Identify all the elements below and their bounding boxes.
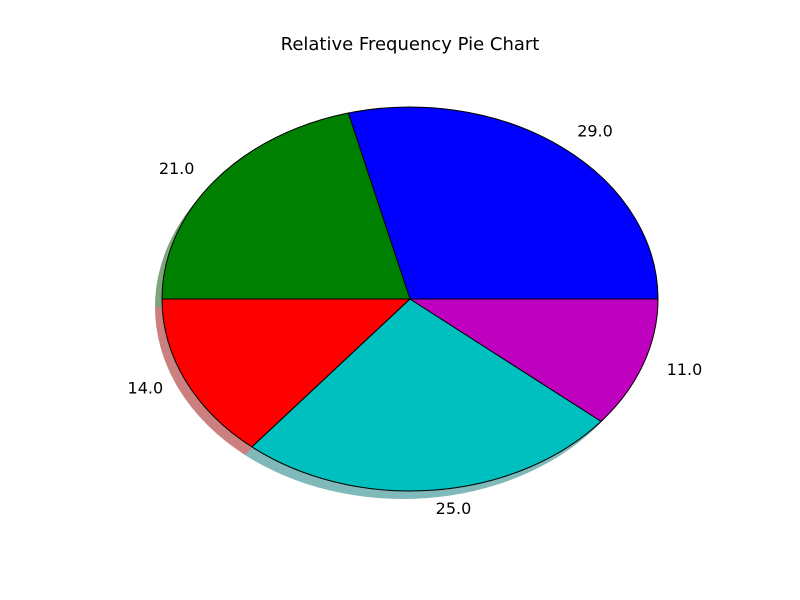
pie-slice-label: 14.0 bbox=[128, 378, 164, 397]
pie-slice bbox=[161, 298, 411, 448]
pie-labels-group: 29.0 21.0 14.0 25.0 11.0 bbox=[128, 122, 703, 518]
pie-slice bbox=[251, 298, 602, 492]
pie-slice-label: 21.0 bbox=[159, 159, 195, 178]
pie-slice-label: 11.0 bbox=[667, 360, 703, 379]
pie-slice bbox=[409, 298, 659, 422]
pie-slices-group bbox=[161, 106, 659, 492]
pie-slice-label: 29.0 bbox=[577, 122, 613, 141]
chart-title: Relative Frequency Pie Chart bbox=[280, 34, 540, 55]
pie-slice-label: 25.0 bbox=[436, 499, 472, 518]
pie-slice bbox=[161, 112, 411, 300]
pie-slice bbox=[347, 106, 659, 300]
